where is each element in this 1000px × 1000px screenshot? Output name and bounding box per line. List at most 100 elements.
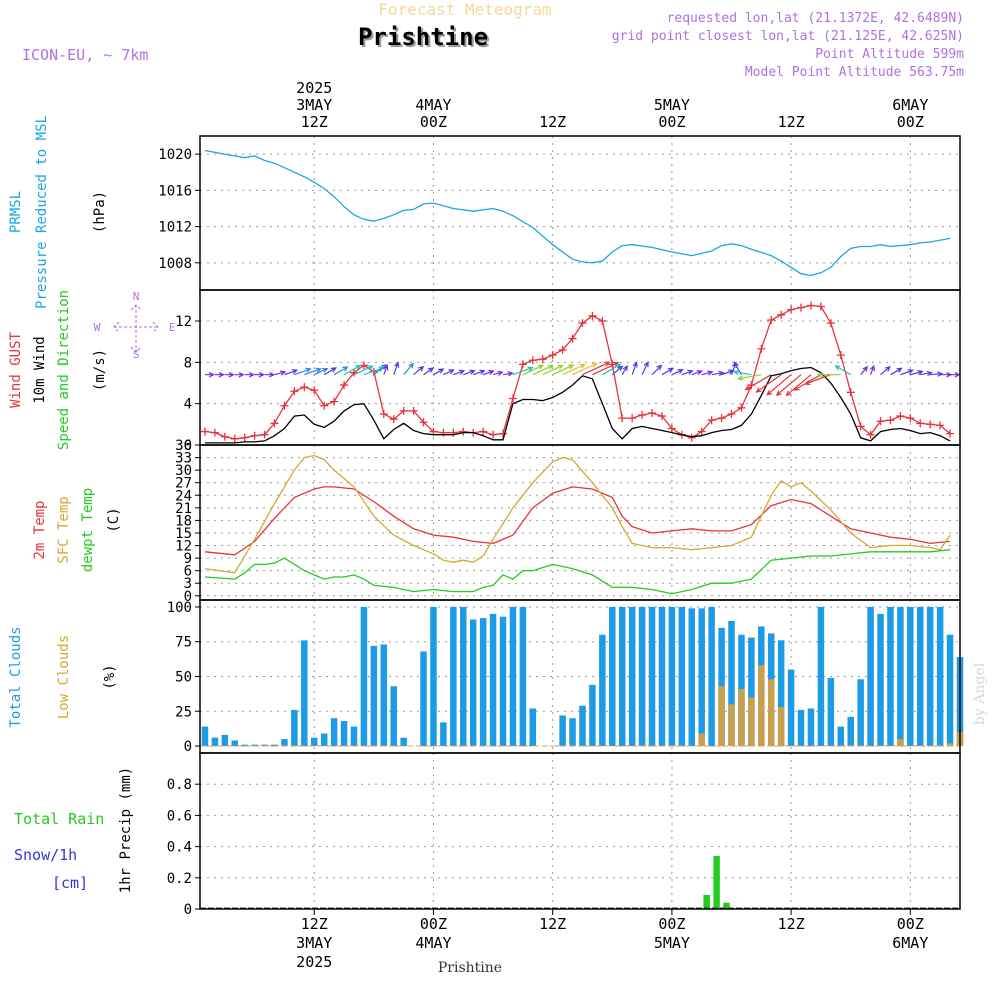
gust-marker [508, 394, 517, 403]
gust-marker [340, 381, 349, 390]
ytick-label: 36 [175, 438, 192, 454]
ytick-label: 24 [175, 488, 192, 504]
bar-clouds [599, 634, 606, 747]
compass-w: W [94, 321, 101, 334]
gust-marker [518, 360, 527, 369]
low-clouds-label: Low Clouds [56, 635, 72, 719]
wind-arrow [304, 367, 322, 376]
bar-clouds [479, 618, 487, 747]
wind-arrow [621, 364, 628, 376]
wind-arrow [482, 369, 495, 376]
bar-clouds [420, 651, 427, 747]
gust-marker [826, 319, 835, 328]
wind-arrow [572, 362, 598, 376]
wind-arrow [890, 367, 903, 376]
wind-arrow [423, 367, 435, 376]
temp-2m-label: 2m Temp [32, 500, 48, 559]
bar-clouds [777, 640, 785, 747]
gust-marker [568, 334, 577, 343]
wind-arrow [592, 362, 620, 376]
gust-marker [389, 415, 398, 424]
wind-arrow [766, 374, 792, 396]
bar-clouds [668, 606, 676, 747]
wind-arrow [950, 372, 961, 378]
gust-marker [588, 311, 597, 320]
bar2-clouds [767, 679, 775, 747]
bar-clouds [688, 608, 696, 747]
gust-marker [806, 301, 815, 310]
gust-marker [638, 411, 647, 420]
wind-arrow [552, 364, 575, 376]
bar-clouds [907, 606, 914, 747]
bar2-clouds [777, 707, 785, 747]
gust-marker [489, 430, 498, 439]
wind-arrow [542, 364, 564, 376]
bar-clouds [231, 740, 239, 747]
bar-clouds [678, 606, 686, 747]
wind-arrow [785, 374, 812, 397]
gust-marker [757, 344, 766, 353]
bar-clouds [519, 606, 527, 747]
series-line [204, 549, 951, 595]
wind-arrow [472, 369, 486, 376]
total-clouds-label: Total Clouds [8, 626, 24, 727]
bar-clouds [350, 726, 358, 747]
gust-marker [866, 430, 875, 439]
wind-arrow [671, 369, 684, 376]
compass-rose-icon [113, 304, 159, 353]
bar-clouds [281, 739, 288, 747]
bar-clouds [529, 708, 537, 747]
station-title-shadow: Prishtine [358, 23, 488, 51]
gust-marker [946, 429, 955, 438]
ytick-label: 4 [184, 397, 192, 413]
gust-marker [598, 317, 607, 325]
bar-clouds [658, 606, 666, 747]
gust-marker [648, 408, 657, 417]
bar-clouds [698, 608, 705, 747]
bar-clouds [201, 726, 209, 747]
bar-clouds [400, 737, 407, 747]
gust-marker [836, 351, 845, 360]
wind-arrow [711, 370, 725, 377]
gust-marker [558, 345, 567, 354]
bottom-time-label: 5MAY [654, 934, 690, 952]
bar-clouds [221, 734, 229, 747]
wind-arrow [816, 372, 841, 378]
wind-arrow [413, 365, 425, 376]
wind-unit: (m/s) [92, 349, 108, 391]
top-time-label: 12Z [539, 113, 566, 131]
wind-arrow [333, 366, 349, 376]
credit-watermark: by Angel [972, 662, 988, 725]
ytick-label: 6 [184, 564, 192, 580]
top-time-label: 00Z [420, 113, 447, 131]
wind-arrow [631, 361, 638, 375]
bar-precip [713, 855, 720, 909]
bar-clouds [251, 744, 258, 747]
bar-clouds [787, 669, 795, 747]
ytick-label: 33 [175, 451, 192, 467]
ytick-label: 8 [184, 355, 192, 371]
wind-arrow [910, 370, 924, 376]
bar-clouds [440, 722, 447, 747]
bar-clouds [291, 709, 298, 747]
bar-clouds [261, 744, 268, 747]
top-time-label: 3MAY [296, 96, 332, 114]
wind-arrow [860, 365, 869, 376]
panel-precip: 0 0.2 0.4 0.6 0.8 [167, 752, 961, 918]
gust-marker [349, 368, 358, 377]
bar-clouds [857, 679, 864, 747]
bottom-time-label: 00Z [420, 915, 447, 933]
bar-clouds [936, 606, 944, 747]
wind-arrow [323, 367, 338, 376]
ytick-label: 0 [184, 739, 192, 755]
bar-clouds [499, 616, 507, 747]
gust-marker [359, 361, 368, 370]
compass-e: E [169, 321, 176, 334]
wind-dir-label: Speed and Direction [56, 290, 72, 450]
bottom-time-label: 2025 [296, 953, 332, 971]
wind-arrow [274, 370, 287, 376]
wind-arrow [532, 364, 555, 376]
top-time-label: 5MAY [654, 96, 690, 114]
precip-unit: 1hr Precip (mm) [118, 767, 134, 893]
